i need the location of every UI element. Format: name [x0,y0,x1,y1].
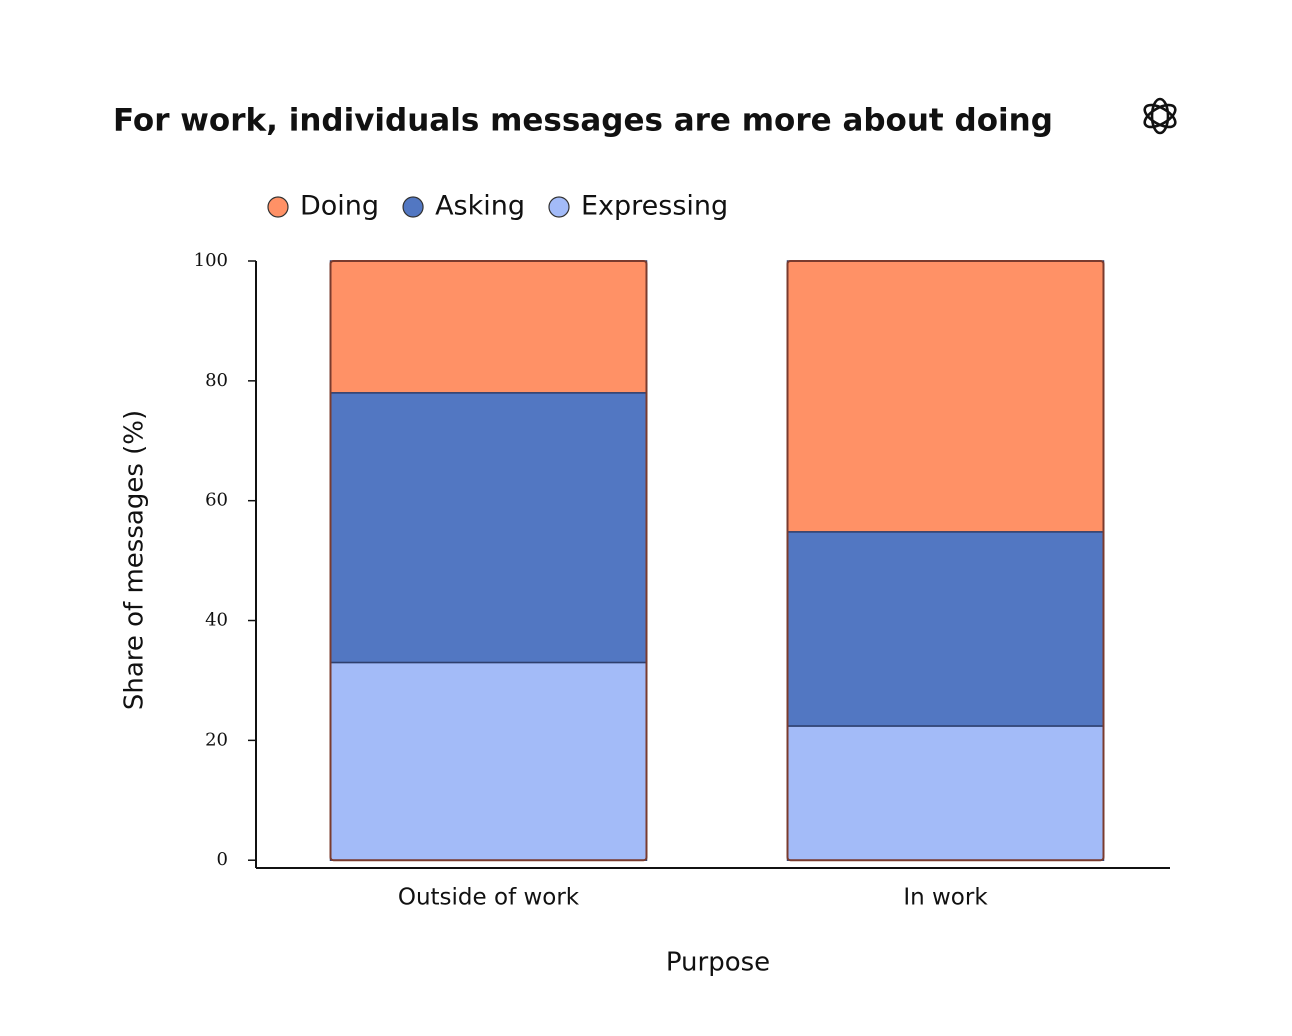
y-axis-label: Share of messages (%) [120,410,150,710]
bar-outline [329,260,648,862]
chart-title: For work, individuals messages are more … [113,103,1053,139]
legend-label: Expressing [581,191,728,222]
y-tick-label: 60 [205,490,228,511]
bar-segment [786,725,1105,861]
y-tick-label: 80 [205,370,228,391]
logo [1143,97,1177,135]
y-tick-label: 100 [194,250,228,271]
bar-segment [329,392,648,664]
x-tick-label: Outside of work [398,885,580,911]
legend-marker [267,196,289,218]
bar-segment [329,260,648,394]
bar-outline [786,260,1105,862]
legend-label: Doing [300,191,379,222]
legend-marker [402,196,424,218]
x-tick-label: In work [903,885,988,911]
legend-label: Asking [435,191,525,222]
x-axis-label: Purpose [666,948,770,978]
bar-segment [786,531,1105,727]
y-tick-label: 20 [205,729,228,750]
bar-segment [329,661,648,861]
y-tick-label: 40 [205,610,228,631]
y-tick-label: 0 [217,849,228,870]
bar-segment [786,260,1105,533]
legend-marker [548,196,570,218]
